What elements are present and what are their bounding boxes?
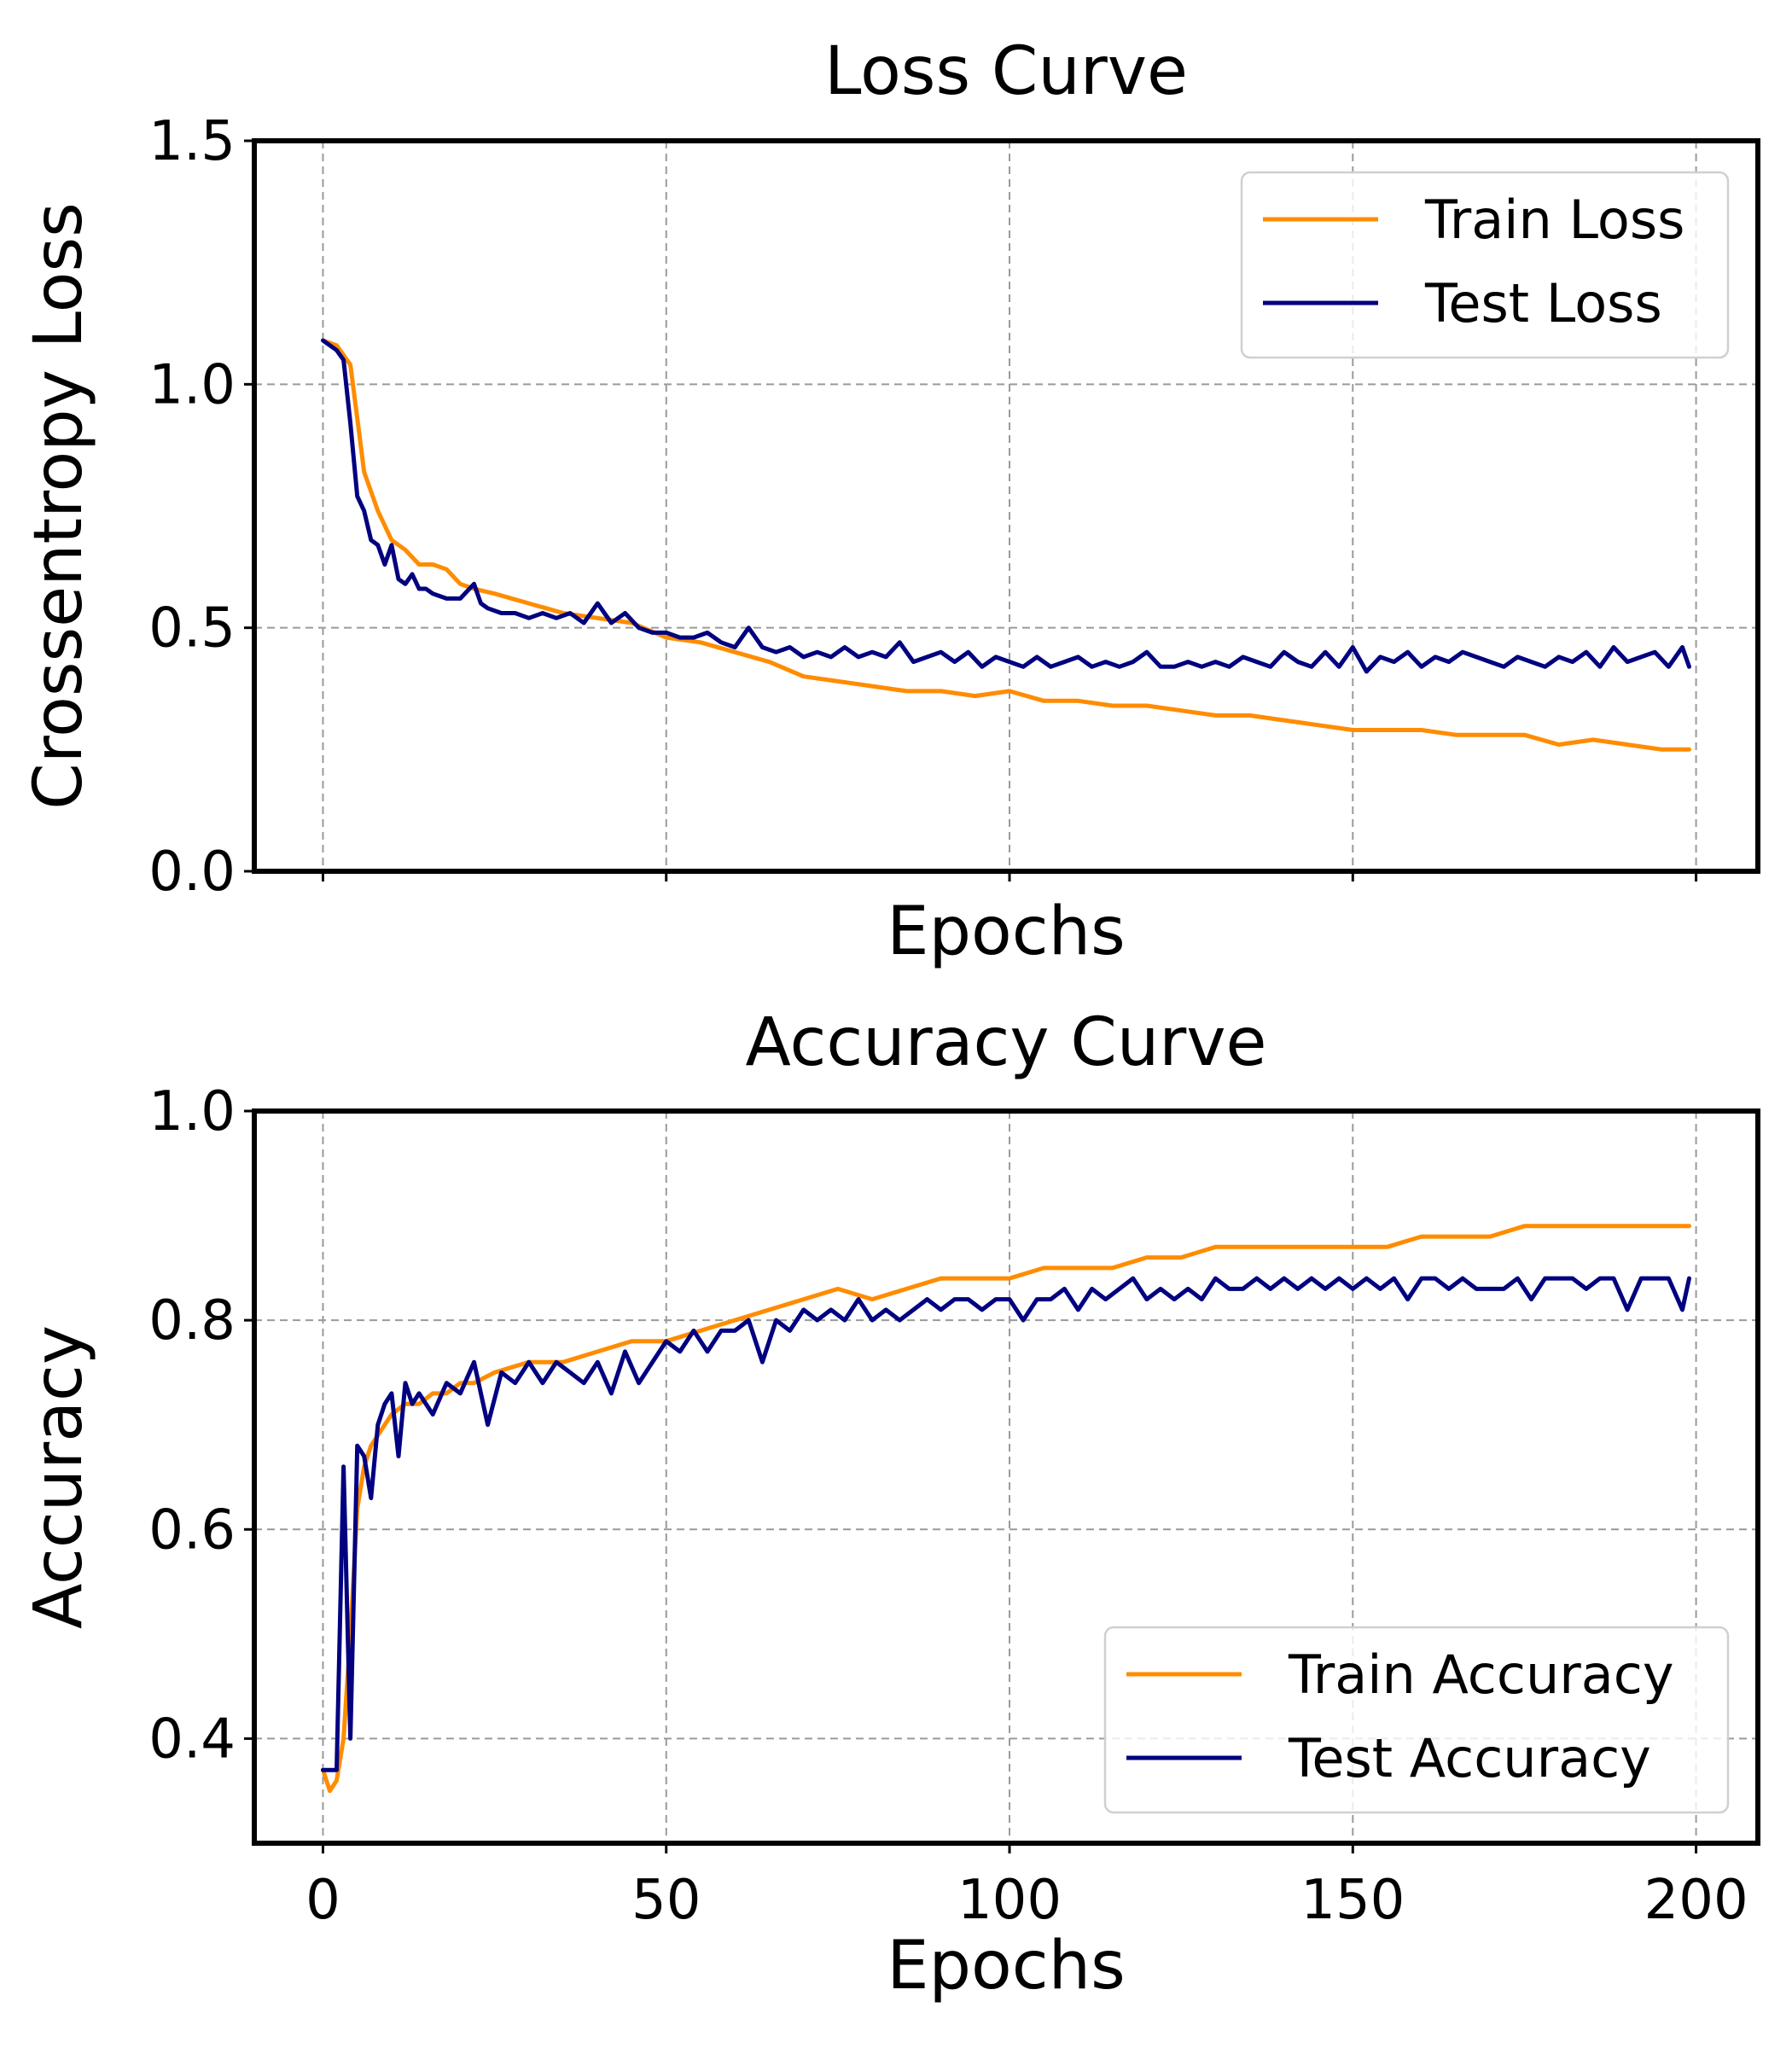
loss-chart: 0.0 0.5 1.0 1.5 Loss Curve Epochs Crossentropy… — [20, 33, 1760, 970]
y-tick-label: 0.5 — [148, 597, 236, 660]
x-tick-label: 100 — [957, 1869, 1062, 1932]
y-tick-label: 1.0 — [148, 1080, 236, 1143]
y-tick-label: 0.6 — [148, 1498, 236, 1562]
x-tick-label: 200 — [1644, 1869, 1748, 1932]
x-tick-label: 50 — [631, 1869, 701, 1932]
chart-title: Accuracy Curve — [745, 1004, 1266, 1081]
plot-frame — [252, 1108, 1760, 1846]
test-loss-line — [321, 338, 1691, 674]
y-tick-label: 0.0 — [148, 841, 236, 904]
legend-label: Test Loss — [1424, 272, 1662, 335]
x-axis-label: Epochs — [887, 1928, 1125, 2004]
y-tick-label: 1.5 — [148, 110, 236, 173]
test-accuracy-line — [321, 1276, 1691, 1772]
plot-frame — [252, 138, 1760, 874]
train-accuracy-line — [321, 1224, 1691, 1794]
legend-label: Train Accuracy — [1288, 1644, 1674, 1706]
y-tick-label: 0.8 — [148, 1289, 236, 1353]
y-tick-label: 0.4 — [148, 1708, 236, 1771]
x-axis-label: Epochs — [887, 893, 1125, 970]
train-loss-line — [321, 338, 1691, 752]
legend-label: Test Accuracy — [1288, 1727, 1651, 1789]
y-axis-label: Crossentropy Loss — [20, 202, 97, 809]
legend-box — [1103, 1626, 1730, 1814]
accuracy-chart: 0 50 100 150 200 0.4 0.6 0.8 1.0 Accuracy Curve Ep… — [20, 1004, 1760, 2004]
legend-label: Train Loss — [1424, 189, 1684, 251]
y-axis-label: Accuracy — [20, 1325, 97, 1629]
chart-title: Loss Curve — [824, 33, 1188, 110]
y-tick-label: 1.0 — [148, 353, 236, 416]
x-tick-label: 0 — [305, 1869, 340, 1932]
x-tick-label: 150 — [1300, 1869, 1405, 1932]
